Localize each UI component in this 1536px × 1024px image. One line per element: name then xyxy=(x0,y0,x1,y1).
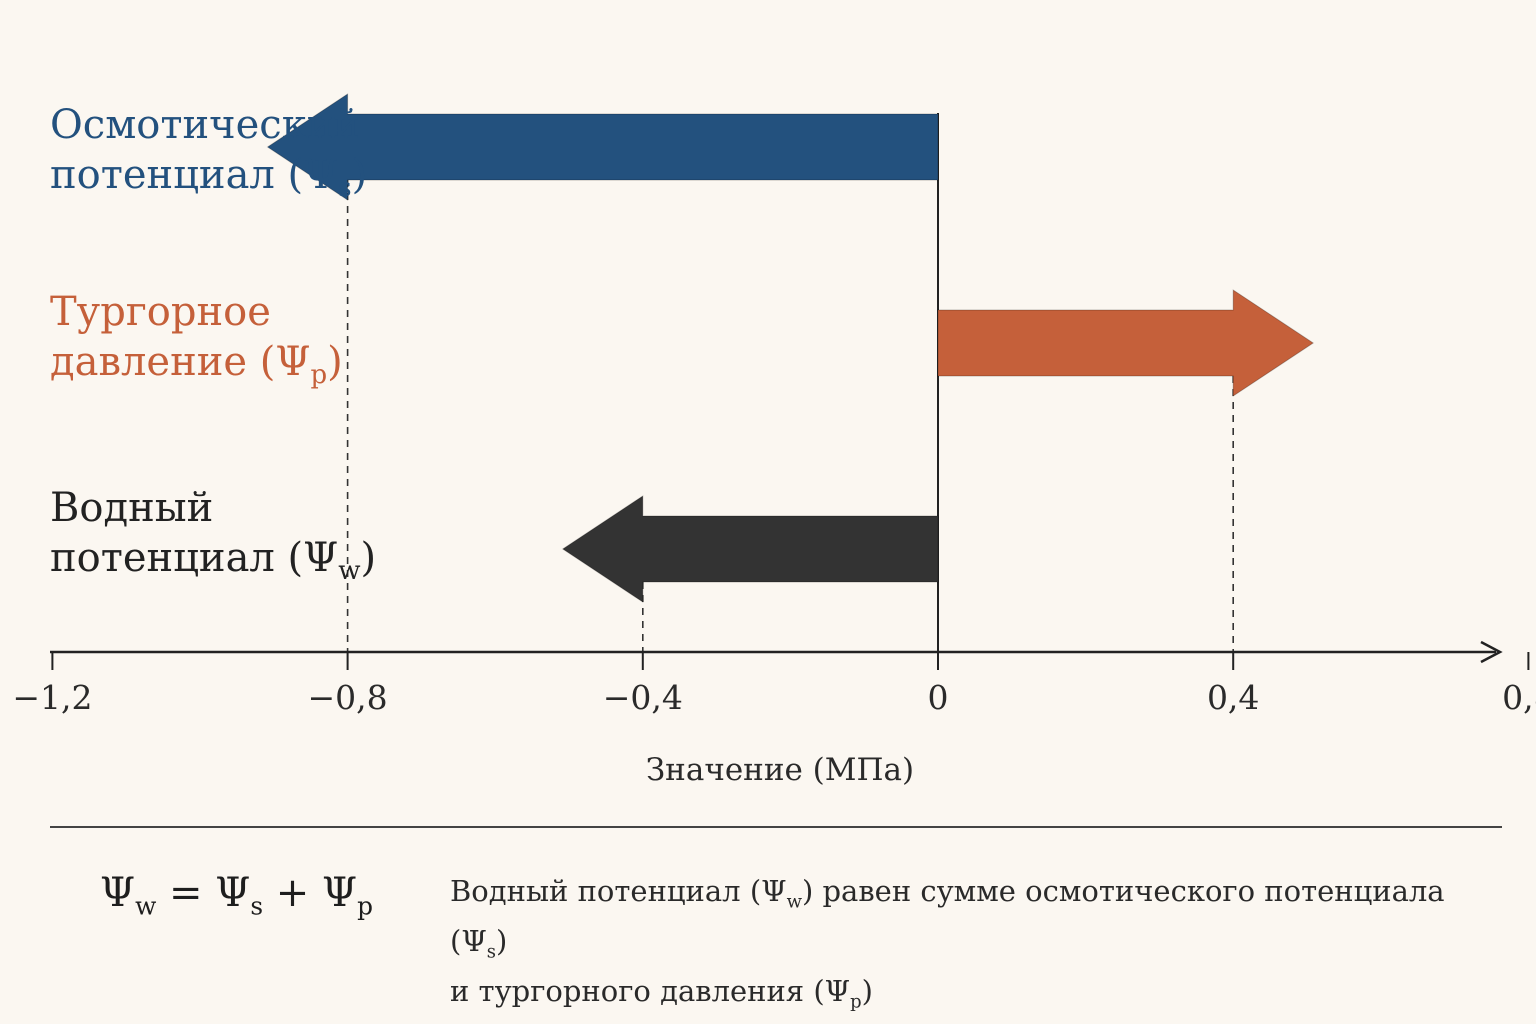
label-osmotic-potential: Осмотический потенциал (Ψs) xyxy=(50,102,368,203)
divider-line xyxy=(50,826,1502,828)
x-tick-label: 0 xyxy=(927,678,949,717)
x-tick-label: 0,4 xyxy=(1206,678,1260,717)
x-tick-label: −1,2 xyxy=(12,678,93,717)
x-tick-label: −0,4 xyxy=(602,678,683,717)
x-axis-arrowhead xyxy=(1480,640,1503,664)
x-tick-label: −0,8 xyxy=(307,678,388,717)
x-axis-label: Значение (МПа) xyxy=(645,752,915,788)
label-water-potential: Водный потенциал (Ψw) xyxy=(50,485,377,586)
formula: Ψw = Ψs + Ψp xyxy=(100,870,373,921)
arrow-w xyxy=(561,495,939,603)
x-tick-label: 0,8 xyxy=(1502,678,1536,717)
label-turgor-pressure: Тургорное давление (Ψp) xyxy=(50,289,343,390)
arrow-p xyxy=(937,289,1315,397)
formula-explanation: Водный потенциал (Ψw) равен сумме осмоти… xyxy=(450,874,1445,1013)
arrow-s xyxy=(266,93,939,201)
